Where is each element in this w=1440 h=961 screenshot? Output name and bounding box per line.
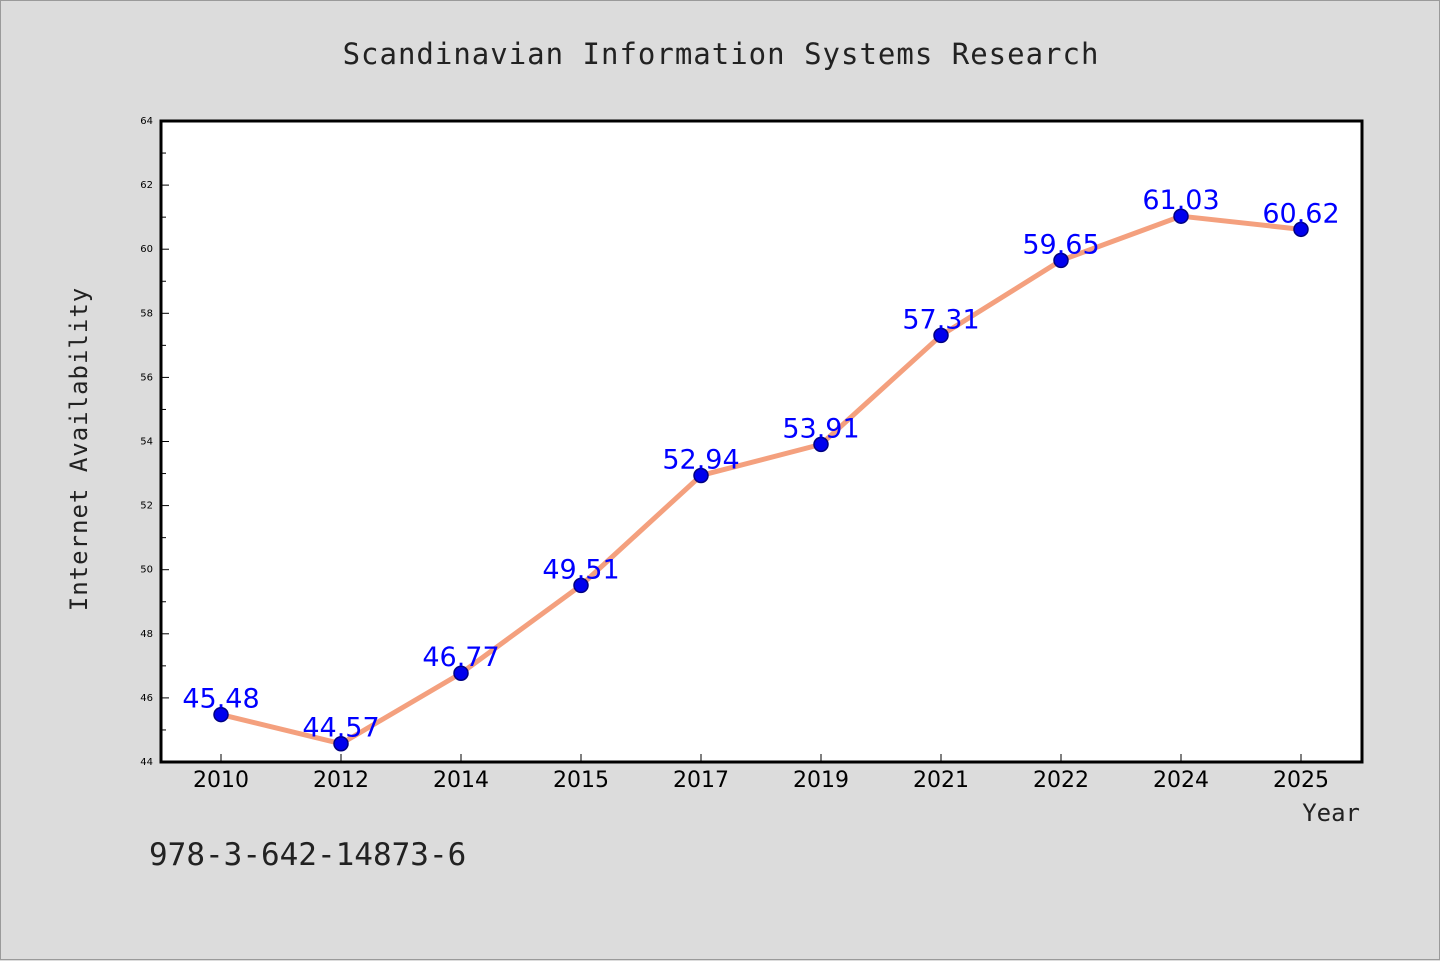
y-tick-label: 58 [140, 308, 153, 319]
x-tick-label: 2014 [433, 768, 489, 793]
data-label: 61.03 [1142, 185, 1219, 216]
data-label: 60.62 [1262, 198, 1339, 229]
data-label: 46.77 [422, 642, 499, 673]
y-axis: 44 46 48 50 52 54 56 58 60 62 64 [140, 116, 169, 768]
x-axis: 2010 2012 2014 2015 2017 2019 2021 2022 2024 2025 [193, 754, 1329, 793]
x-tick-label: 2024 [1153, 768, 1209, 793]
x-tick-label: 2019 [793, 768, 849, 793]
y-axis-label: Internet Availability [65, 287, 93, 611]
data-label: 45.48 [182, 684, 259, 715]
data-label: 53.91 [782, 413, 859, 444]
data-label: 57.31 [902, 304, 979, 335]
x-axis-label: Year [1302, 799, 1360, 827]
data-point [933, 327, 949, 344]
isbn-label: 978-3-642-14873-6 [149, 837, 466, 873]
plot-area [159, 119, 1364, 764]
y-tick-label: 44 [140, 757, 153, 768]
y-tick-label: 54 [140, 437, 153, 448]
y-tick-label: 52 [140, 501, 153, 512]
y-tick-label: 60 [140, 244, 153, 255]
x-tick-label: 2021 [913, 768, 969, 793]
data-point [813, 436, 829, 453]
y-tick-label: 62 [140, 180, 153, 191]
data-label: 52.94 [662, 444, 739, 475]
x-tick-label: 2015 [553, 768, 609, 793]
x-tick-label: 2010 [193, 768, 249, 793]
data-point [453, 665, 469, 681]
data-point [1293, 221, 1309, 238]
data-label: 49.51 [542, 554, 619, 585]
data-point [213, 706, 229, 723]
x-tick-label: 2017 [673, 768, 729, 793]
data-point [333, 735, 349, 752]
y-tick-label: 64 [140, 116, 153, 127]
data-point [1053, 252, 1069, 269]
data-label: 59.65 [1022, 229, 1099, 260]
series-internet-availability: 45.48 44.57 46.77 49.51 52.94 53.91 57.31 59.65… [182, 185, 1340, 752]
data-point [693, 467, 709, 484]
y-tick-label: 50 [140, 565, 153, 576]
x-tick-label: 2025 [1273, 768, 1329, 793]
y-tick-label: 48 [140, 629, 153, 640]
data-label: 44.57 [302, 713, 379, 744]
x-tick-label: 2012 [313, 768, 369, 793]
data-point [573, 577, 589, 594]
chart-title: Scandinavian Information Systems Researc… [343, 37, 1100, 71]
x-tick-label: 2022 [1033, 768, 1089, 793]
series-line [220, 213, 1302, 747]
y-tick-label: 56 [140, 372, 153, 383]
y-tick-label: 46 [140, 693, 153, 704]
data-point [1173, 208, 1189, 224]
